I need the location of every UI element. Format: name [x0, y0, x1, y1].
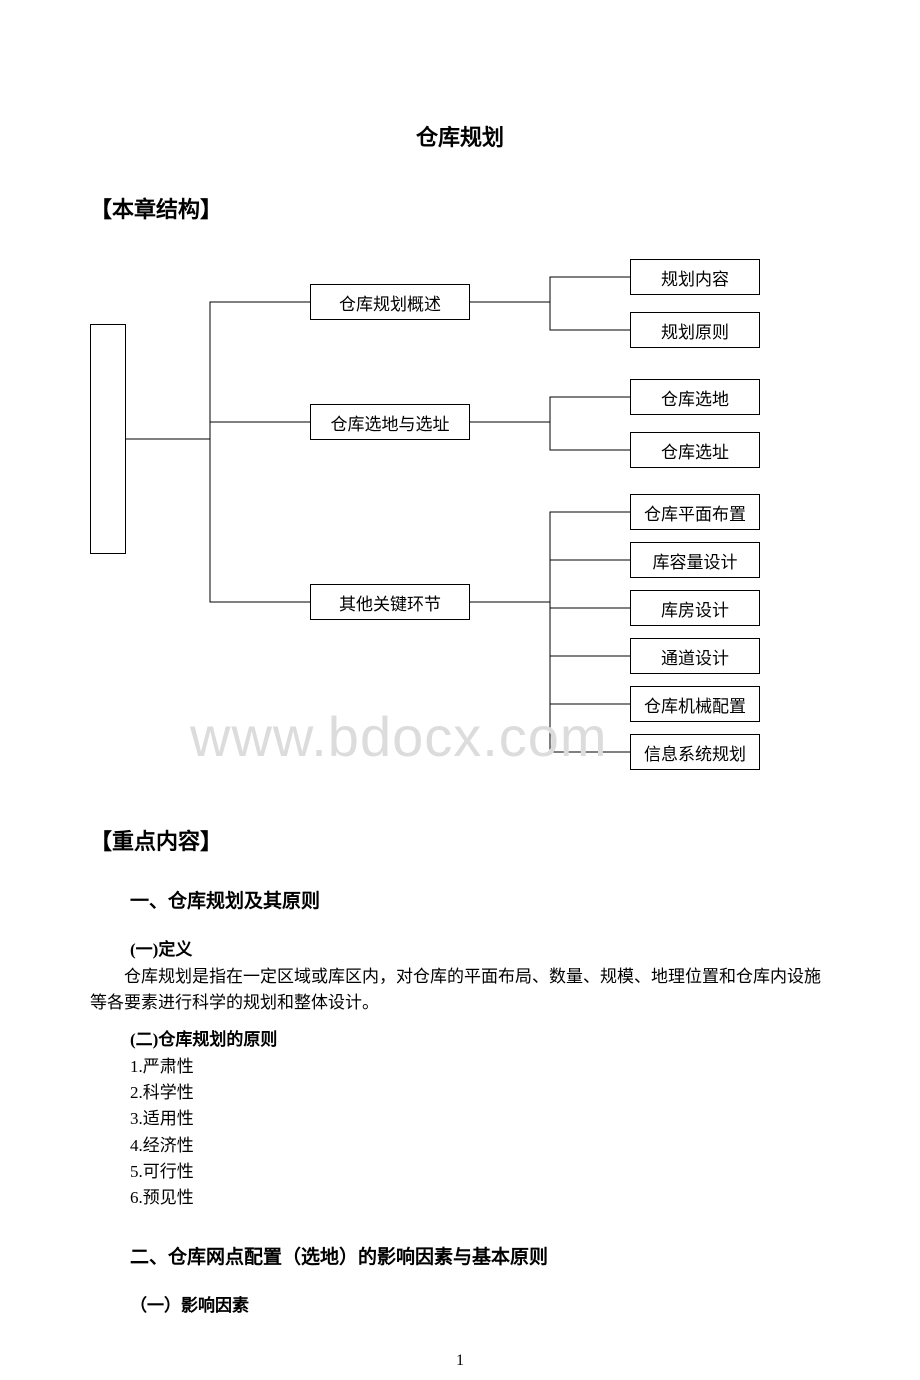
- section-1-heading: 一、仓库规划及其原则: [130, 886, 830, 913]
- page-title: 仓库规划: [90, 120, 830, 152]
- section-1a-heading: (一)定义: [130, 935, 830, 960]
- section-1b-heading: (二)仓库规划的原则: [130, 1025, 830, 1050]
- keypoints-heading: 【重点内容】: [90, 824, 830, 856]
- structure-heading: 【本章结构】: [90, 192, 830, 224]
- structure-diagram: 仓库规划概述 仓库选地与选址 其他关键环节 规划内容 规划原则 仓库选地 仓库选…: [90, 254, 830, 784]
- definition-paragraph: 仓库规划是指在一定区域或库区内，对仓库的平面布局、数量、规模、地理位置和仓库内设…: [90, 964, 830, 1017]
- section-2a-heading: （一）影响因素: [130, 1291, 830, 1316]
- section-2-heading: 二、仓库网点配置（选地）的影响因素与基本原则: [130, 1242, 830, 1269]
- principle-item: 3.适用性: [130, 1106, 830, 1132]
- principle-item: 5.可行性: [130, 1159, 830, 1185]
- principle-item: 4.经济性: [130, 1133, 830, 1159]
- page-number: 1: [456, 1352, 464, 1370]
- diagram-connectors: [90, 254, 830, 784]
- principle-item: 1.严肃性: [130, 1054, 830, 1080]
- principle-item: 2.科学性: [130, 1080, 830, 1106]
- principle-item: 6.预见性: [130, 1185, 830, 1211]
